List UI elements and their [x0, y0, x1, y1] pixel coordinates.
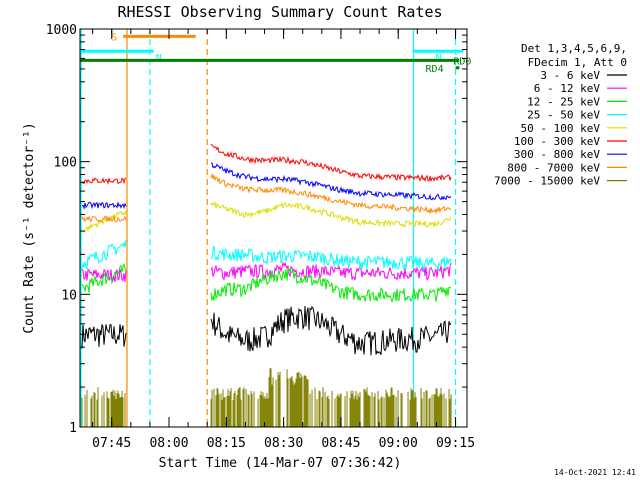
x-tick-label: 09:15 — [436, 436, 475, 451]
x-tick-label: 08:30 — [264, 436, 303, 451]
series-2-left-trace — [81, 268, 127, 285]
flag-label-rd0-4: RD0 — [453, 56, 471, 67]
flag-label-s-1: S — [111, 32, 117, 43]
plot-area: S N N RD0 RD4 — [80, 29, 471, 427]
series-9-strokes — [81, 367, 452, 427]
x-tick-label: 08:15 — [207, 436, 246, 451]
x-tick-label: 08:00 — [149, 436, 188, 451]
series-1-left-trace — [81, 324, 127, 349]
series-5-left-trace — [81, 210, 127, 233]
footer-date: 14-Oct-2021 12:41 — [554, 468, 636, 477]
x-tick-label: 07:45 — [92, 436, 131, 451]
y-axis: 1 10 100 1000 — [46, 23, 467, 436]
legend-label-6: 100 - 300 keV — [514, 135, 600, 148]
series-4-right-trace — [210, 245, 452, 271]
legend-label-4: 25 - 50 keV — [527, 109, 600, 122]
series-6-left-trace — [81, 176, 127, 185]
legend-header-line-2: FDecim 1, Att 0 — [528, 56, 627, 69]
legend-label-1: 3 - 6 keV — [540, 69, 600, 82]
legend-label-8: 800 - 7000 keV — [507, 161, 600, 174]
legend-label-9: 7000 - 15000 keV — [494, 175, 600, 188]
series-8-right-trace — [210, 172, 452, 215]
legend-label-2: 6 - 12 keV — [534, 82, 601, 95]
y-tick-label: 1000 — [46, 23, 77, 38]
series-2-right-trace — [210, 261, 452, 281]
series-7-right-trace — [210, 162, 452, 201]
series-1-right-trace — [210, 305, 452, 356]
series-5-right-trace — [210, 201, 452, 228]
legend-label-5: 50 - 100 keV — [521, 122, 601, 135]
flag-label-n-2: N — [156, 53, 162, 64]
flag-label-n-3: N — [436, 53, 442, 64]
x-axis: 07:45 08:00 08:15 08:30 08:45 09:00 09:15 — [92, 29, 475, 451]
x-tick-label: 08:45 — [321, 436, 360, 451]
plot-frame — [79, 28, 468, 428]
y-axis-label: Count Rate (s⁻¹ detector⁻¹) — [22, 122, 37, 333]
y-tick-label: 100 — [54, 156, 77, 171]
legend-label-7: 300 - 800 keV — [514, 148, 600, 161]
legend-label-3: 12 - 25 keV — [527, 95, 600, 108]
x-tick-label: 09:00 — [379, 436, 418, 451]
x-axis-label: Start Time (14-Mar-07 07:36:42) — [159, 456, 402, 471]
series-4-left-trace — [81, 239, 127, 270]
series-3-right-trace — [210, 267, 452, 304]
series-7-left-trace — [81, 201, 127, 210]
y-tick-label: 10 — [61, 288, 77, 303]
chart-title: RHESSI Observing Summary Count Rates — [117, 3, 442, 21]
y-tick-label: 1 — [69, 421, 77, 436]
series-3-left-trace — [81, 262, 127, 293]
series-6-right-trace — [210, 143, 452, 182]
legend: Det 1,3,4,5,6,9, FDecim 1, Att 0 3 - 6 k… — [494, 42, 627, 188]
flag-label-rd4-5: RD4 — [426, 64, 444, 75]
series-8-left-trace — [81, 215, 127, 223]
legend-header-line-1: Det 1,3,4,5,6,9, — [521, 42, 627, 55]
